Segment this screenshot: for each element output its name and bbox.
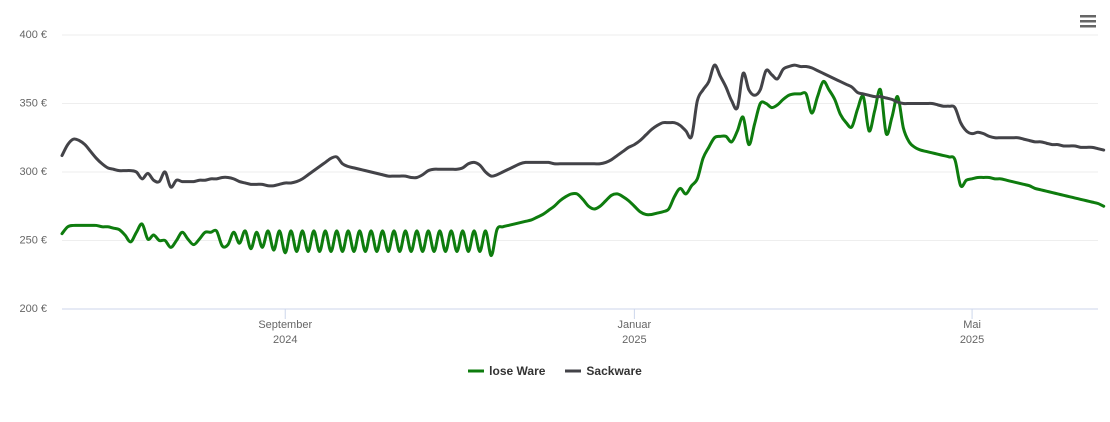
y-tick-label: 300 € [19, 166, 47, 178]
menu-bar [1080, 20, 1096, 23]
x-tick-label: September 2024 [258, 319, 313, 346]
y-tick-label: 350 € [19, 97, 47, 109]
menu-bar [1080, 15, 1096, 18]
legend: lose Ware Sackware [0, 364, 1110, 378]
legend-item[interactable]: Sackware [565, 364, 642, 378]
menu-bar [1080, 25, 1096, 28]
series-line [60, 63, 1106, 189]
y-tick-label: 250 € [19, 234, 47, 246]
menu-button[interactable] [1080, 15, 1096, 28]
legend-label: lose Ware [489, 364, 546, 378]
legend-label: Sackware [586, 364, 642, 378]
x-tick-label: Mai 2025 [959, 319, 985, 346]
y-tick-label: 200 € [19, 303, 47, 315]
series-line [60, 79, 1106, 258]
x-tick-label: Januar 2025 [617, 319, 652, 346]
legend-swatch [565, 369, 582, 373]
legend-swatch [468, 369, 485, 373]
y-tick-label: 400 € [19, 29, 47, 41]
legend-item[interactable]: lose Ware [468, 364, 545, 378]
